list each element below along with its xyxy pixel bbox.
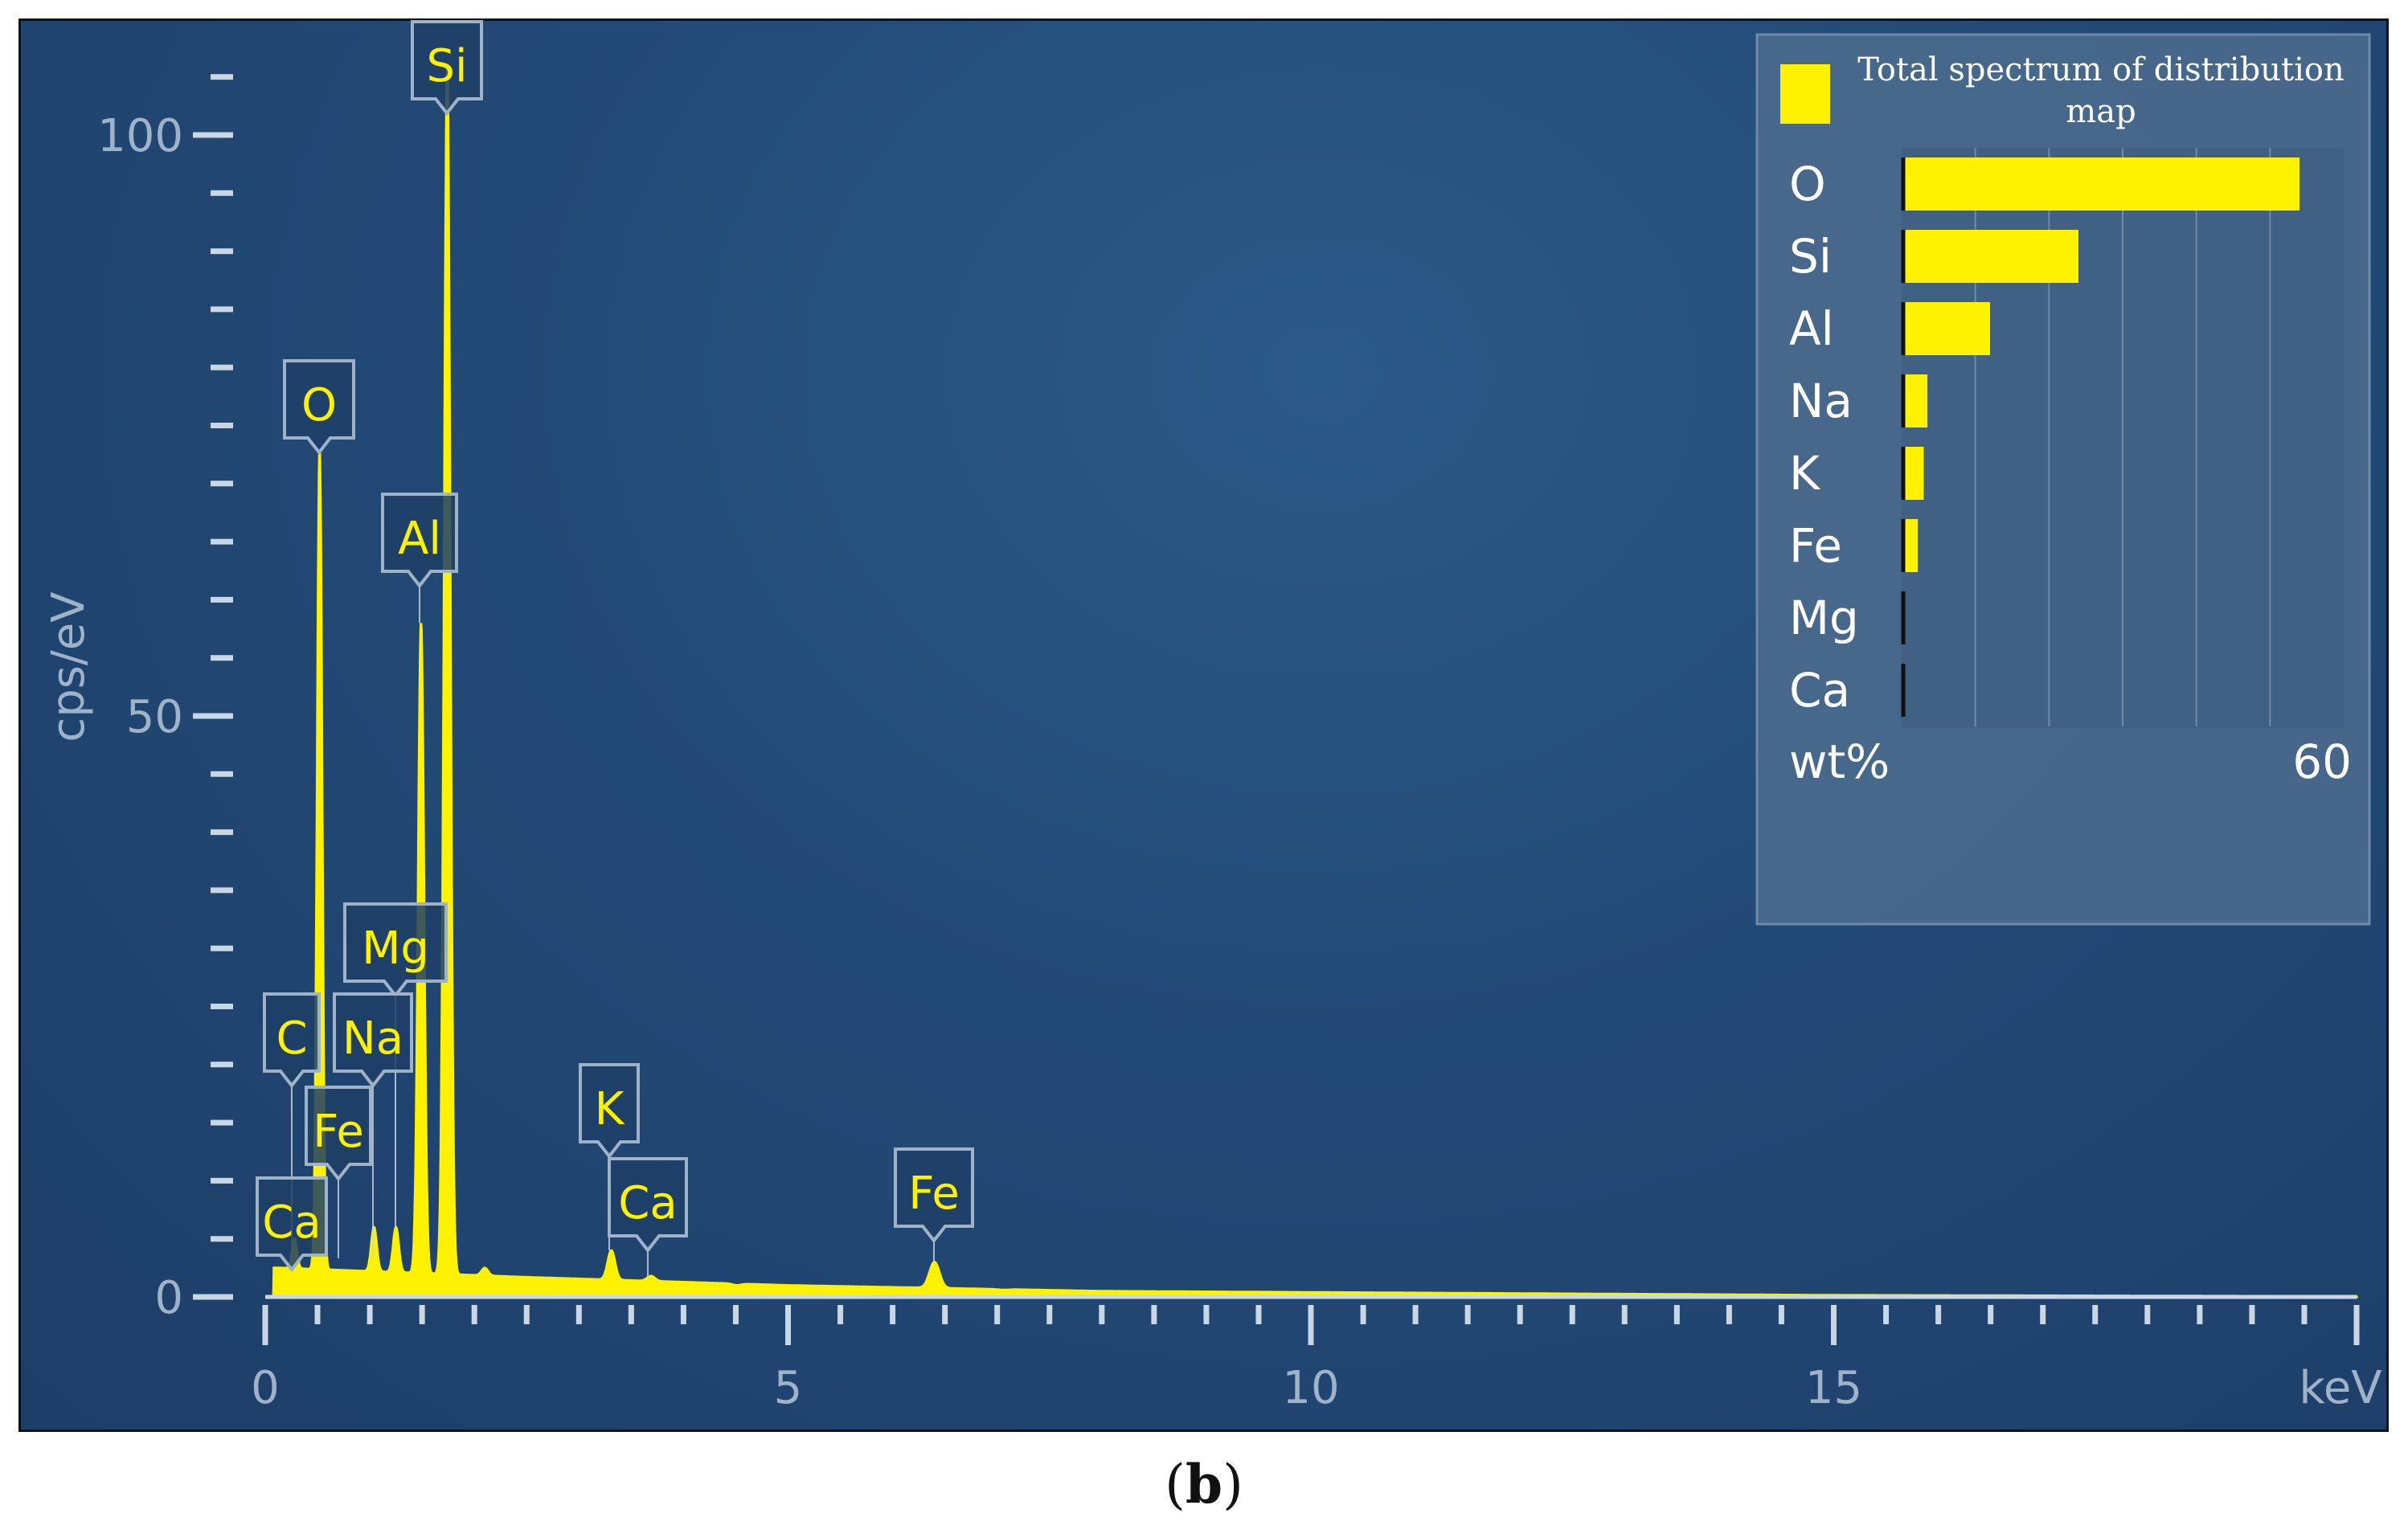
caption-letter: b: [1185, 1453, 1223, 1516]
peak-label-al: Al: [381, 493, 458, 624]
peak-label-box: [333, 992, 413, 1089]
x-axis-title: keV: [2299, 1362, 2381, 1414]
bar-x-axis-title: wt%: [1789, 734, 1890, 789]
caption-close: ): [1222, 1454, 1243, 1516]
peak-label-na: Na: [333, 992, 413, 1258]
peak-label-o: O: [283, 359, 355, 456]
peak-label-box: [343, 902, 448, 999]
peak-label-fe: Fe: [305, 1086, 372, 1258]
bar-fe: [1902, 519, 1919, 572]
x-tick-label: 5: [774, 1362, 803, 1414]
peak-label-box: [381, 493, 458, 589]
bar-category-label: Si: [1789, 229, 1832, 284]
peak-label-text: Ca: [618, 1177, 677, 1229]
peak-label-box: [283, 359, 355, 456]
panel-caption: (b): [0, 1453, 2408, 1516]
bar-category-label: K: [1789, 446, 1821, 501]
bar-si: [1902, 230, 2078, 283]
peak-label-si: Si: [411, 20, 483, 117]
caption-open: (: [1165, 1454, 1186, 1516]
axes-layer: 0 5 10 15 keV 0 50 100 cps/eV: [43, 74, 2382, 1414]
legend-swatch: [1780, 64, 1830, 124]
y-axis-title: cps/eV: [43, 591, 95, 742]
bar-x-tick-label: 60: [2292, 734, 2352, 789]
bar-category-label: Na: [1789, 374, 1853, 428]
peak-label-text: C: [276, 1012, 307, 1065]
peak-label-text: O: [301, 379, 337, 432]
bar-category-label: Al: [1789, 301, 1834, 356]
peak-label-box: [305, 1086, 372, 1182]
bar-category-label: O: [1789, 157, 1826, 211]
y-tick-label: 100: [97, 110, 183, 162]
peak-label-text: Si: [426, 40, 467, 92]
peak-label-text: K: [595, 1083, 625, 1135]
bar-k: [1902, 447, 1924, 500]
peak-label-text: Na: [342, 1012, 403, 1065]
bar-o: [1902, 157, 2299, 211]
peak-labels-layer: Si O Al Mg C Na Fe Ca K Ca Fe: [256, 20, 974, 1276]
peak-label-box: [263, 992, 321, 1089]
bar-category-label: Mg: [1789, 591, 1859, 645]
legend-panel: Total spectrum of distribution map O Si Al Na…: [1755, 33, 2371, 926]
bar-category-label: Fe: [1789, 518, 1842, 573]
peak-label-mg: Mg: [343, 902, 448, 1228]
peak-label-text: Fe: [908, 1168, 960, 1220]
peak-label-ca: Ca: [256, 1176, 328, 1273]
peak-label-text: Al: [398, 513, 441, 565]
x-tick-label: 10: [1282, 1362, 1339, 1414]
peak-label-box: [256, 1176, 328, 1273]
legend-title-line1: Total spectrum of distribution: [1857, 51, 2345, 88]
peak-label-box: [894, 1147, 974, 1244]
peak-label-box: [411, 20, 483, 117]
peak-label-fe: Fe: [894, 1147, 974, 1262]
bar-na: [1902, 374, 1928, 427]
x-tick-label: 15: [1805, 1362, 1862, 1414]
legend-title-line2: map: [2066, 93, 2136, 130]
y-tick-label: 50: [126, 691, 183, 743]
peak-label-text: Ca: [262, 1196, 321, 1249]
peak-label-text: Fe: [313, 1106, 364, 1158]
y-tick-label: 0: [154, 1272, 183, 1324]
peak-label-box: [608, 1157, 688, 1254]
bar-al: [1902, 302, 1990, 355]
peak-label-box: [579, 1063, 640, 1160]
x-tick-label: 0: [251, 1362, 280, 1414]
bar-category-label: Ca: [1789, 663, 1850, 718]
peak-label-text: Mg: [362, 922, 429, 975]
peak-label-ca: Ca: [608, 1157, 688, 1276]
peak-label-c: C: [263, 992, 321, 1258]
